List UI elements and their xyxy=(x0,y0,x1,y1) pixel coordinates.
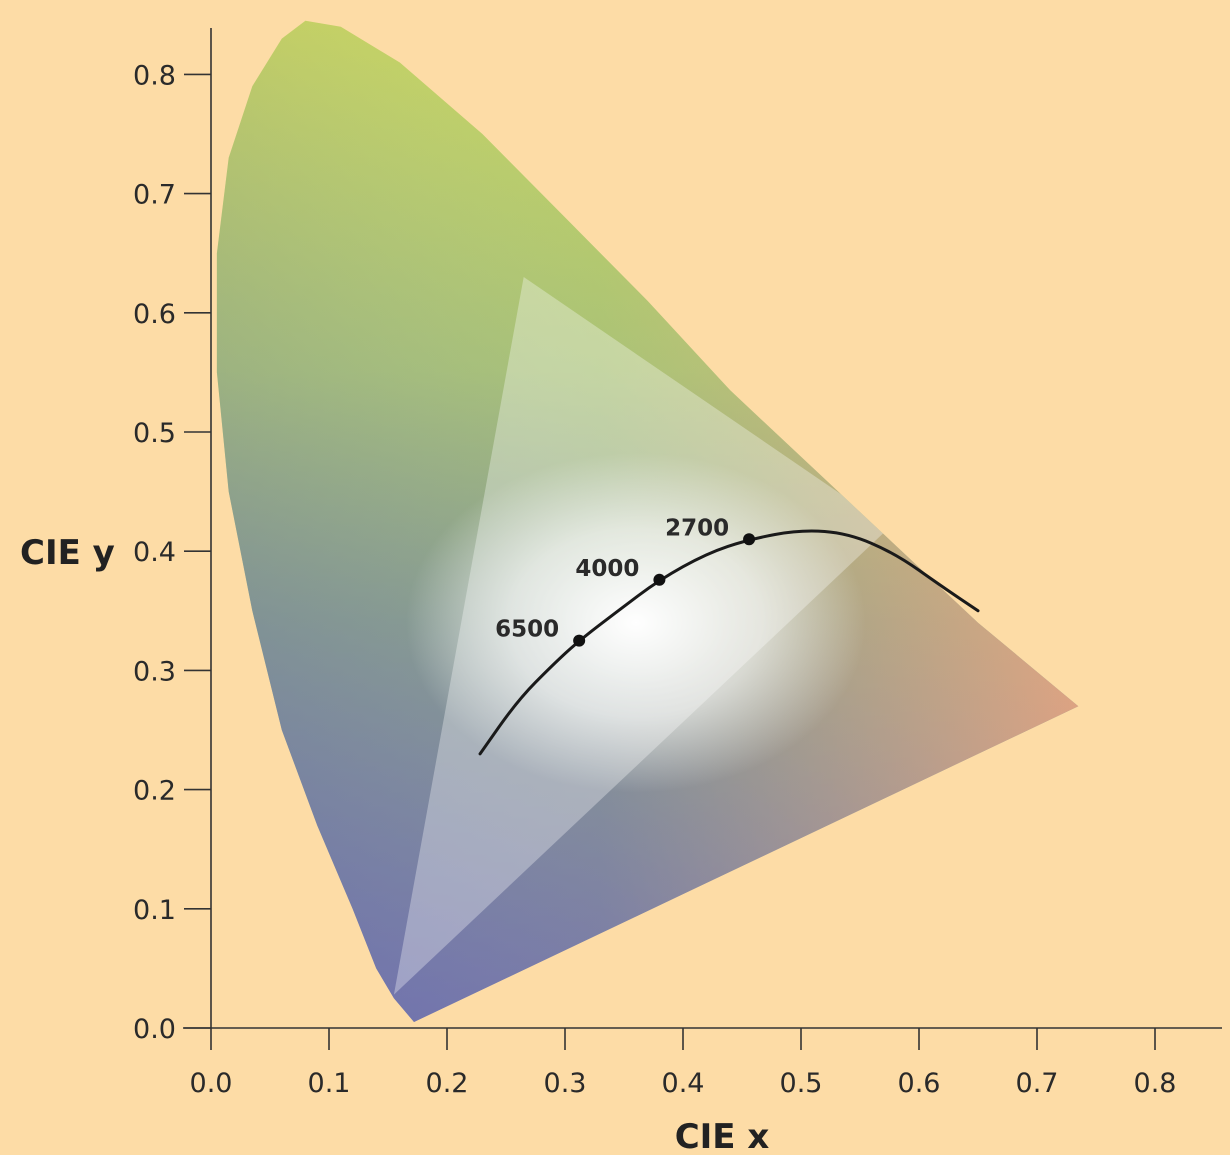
x-tick-label: 0.1 xyxy=(308,1068,351,1099)
point-2700 xyxy=(743,533,756,546)
y-tick-label: 0.3 xyxy=(133,656,176,687)
y-tick-label: 0.0 xyxy=(133,1014,176,1045)
x-tick-label: 0.6 xyxy=(898,1068,941,1099)
x-tick-label: 0.3 xyxy=(544,1068,587,1099)
chart-axes: 0.0 0.1 0.2 0.3 0.4 0.5 0.6 0.7 0.8 0.0 0.1 0.2 0.3 0… xyxy=(133,28,1222,1099)
x-tick-label: 0.2 xyxy=(426,1068,469,1099)
y-tick-label: 0.6 xyxy=(133,299,176,330)
x-tick-label: 0.5 xyxy=(780,1068,823,1099)
y-tick-label: 0.4 xyxy=(133,537,176,568)
y-tick-label: 0.5 xyxy=(133,418,176,449)
y-tick-label: 0.8 xyxy=(133,60,176,91)
x-axis-title: CIE x xyxy=(675,1117,770,1155)
gamut-triangle xyxy=(393,277,890,995)
chromaticity-diagram xyxy=(216,20,1079,1023)
planckian-locus-layer: 6500 4000 2700 xyxy=(478,515,980,756)
point-4000 xyxy=(653,573,666,586)
point-label-4000: 4000 xyxy=(575,556,639,582)
point-6500 xyxy=(573,634,586,647)
x-tick-label: 0.7 xyxy=(1016,1068,1059,1099)
point-label-6500: 6500 xyxy=(495,617,559,643)
y-axis-title: CIE y xyxy=(20,533,115,573)
x-tick-label: 0.0 xyxy=(190,1068,233,1099)
planckian-locus-curve xyxy=(478,529,980,756)
y-tick-label: 0.1 xyxy=(133,895,176,926)
x-tick-label: 0.8 xyxy=(1134,1068,1177,1099)
y-tick-label: 0.7 xyxy=(133,180,176,211)
point-label-2700: 2700 xyxy=(665,515,729,541)
x-tick-label: 0.4 xyxy=(662,1068,705,1099)
y-tick-label: 0.2 xyxy=(133,776,176,807)
